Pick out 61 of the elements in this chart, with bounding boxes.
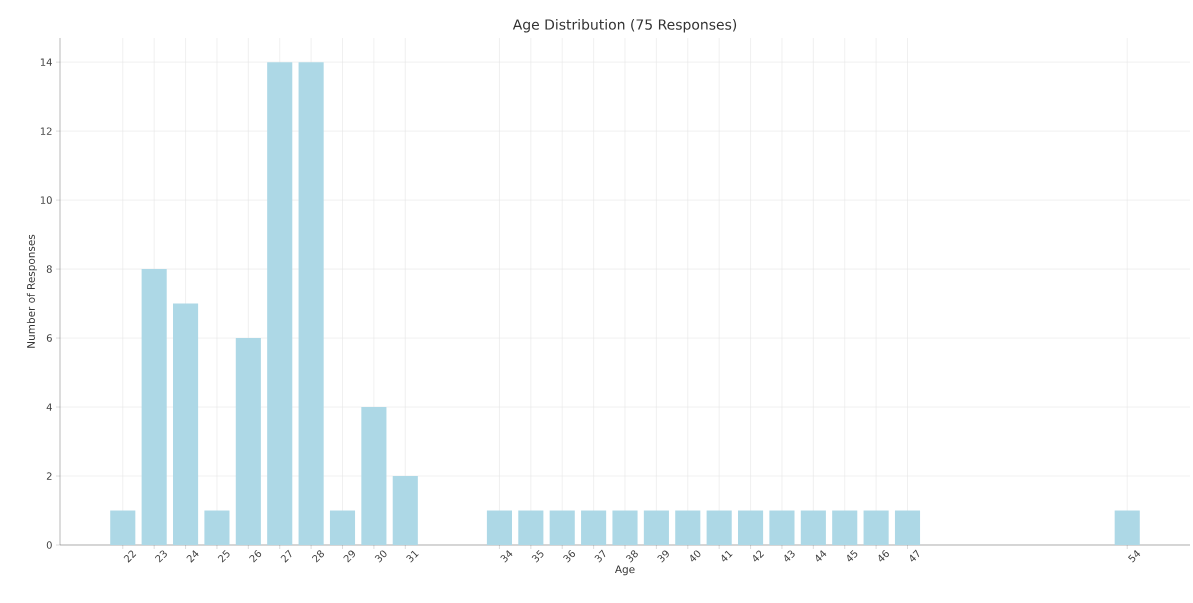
x-tick-label: 54 — [1127, 550, 1141, 563]
bar — [298, 62, 324, 545]
y-axis-title: Number of Responses — [26, 234, 37, 348]
x-tick-label: 31 — [406, 550, 419, 563]
x-tick-label: 44 — [815, 550, 827, 562]
bar — [675, 510, 701, 545]
bar — [832, 510, 858, 545]
x-tick-label: 25 — [217, 550, 230, 563]
bar — [769, 510, 795, 545]
x-tick-label: 40 — [690, 550, 701, 562]
bar — [518, 510, 544, 545]
x-tick-label: 36 — [563, 549, 576, 563]
x-tick-label: 41 — [721, 550, 733, 562]
chart-title: Age Distribution (75 Responses) — [512, 19, 737, 33]
bar — [329, 510, 356, 545]
x-tick-label: 42 — [753, 550, 765, 562]
x-tick-label: 22 — [123, 550, 137, 563]
y-tick-label: 2 — [46, 472, 52, 480]
x-tick-label: 30 — [374, 550, 387, 563]
x-tick-label: 47 — [910, 549, 920, 562]
x-tick-label: 37 — [594, 549, 606, 563]
y-tick-label: 10 — [40, 196, 52, 204]
x-tick-label: 46 — [878, 549, 889, 562]
bar — [173, 303, 199, 545]
x-tick-label: 28 — [311, 550, 324, 563]
x-tick-label: 39 — [657, 550, 669, 563]
y-tick-label: 8 — [46, 265, 52, 273]
bar — [643, 510, 669, 545]
bar — [141, 269, 167, 545]
bar — [486, 510, 512, 545]
bar — [361, 407, 387, 545]
bar — [110, 510, 136, 545]
bar — [267, 62, 293, 545]
bar — [612, 510, 638, 545]
bar — [235, 338, 261, 545]
x-tick-label: 29 — [343, 550, 355, 563]
x-tick-label: 26 — [249, 549, 262, 563]
y-tick-label: 14 — [40, 58, 52, 66]
bar — [863, 510, 889, 545]
x-tick-label: 27 — [280, 549, 292, 563]
x-tick-label: 35 — [531, 550, 544, 563]
x-tick-label: 24 — [186, 550, 199, 563]
y-tick-label: 4 — [46, 403, 52, 411]
y-tick-label: 12 — [40, 127, 52, 135]
bar — [549, 510, 575, 545]
bar — [706, 510, 732, 545]
bar — [894, 510, 921, 545]
bar — [738, 510, 764, 545]
x-tick-label: 38 — [625, 550, 638, 563]
bar — [800, 510, 826, 545]
y-tick-label: 0 — [46, 541, 52, 549]
x-axis-title: Age — [614, 565, 635, 576]
y-tick-label: 6 — [46, 334, 52, 342]
bar — [392, 476, 418, 545]
x-tick-label: 43 — [784, 550, 795, 562]
x-tick-label: 23 — [154, 550, 167, 563]
bar — [1114, 510, 1140, 545]
x-tick-label: 45 — [847, 549, 858, 562]
x-tick-label: 34 — [500, 550, 513, 563]
bar — [204, 510, 230, 545]
bar — [581, 510, 607, 545]
